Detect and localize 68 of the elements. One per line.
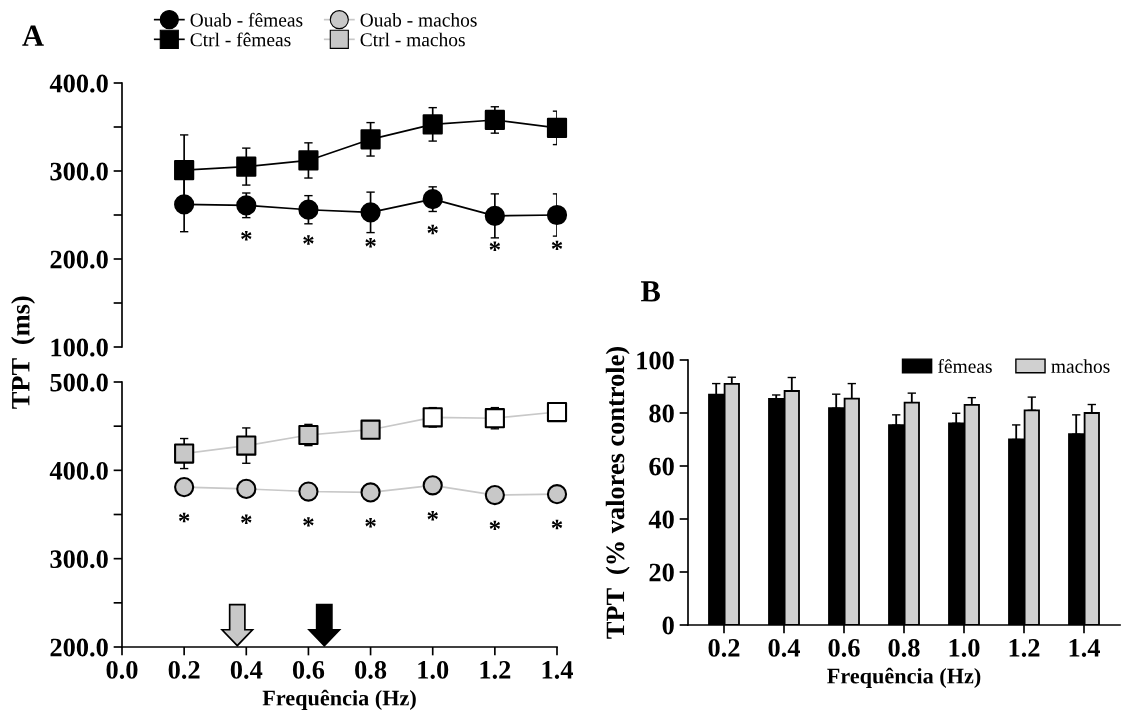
y-tick-label: 0 bbox=[662, 616, 674, 635]
x-tick-label: 0.2 bbox=[708, 638, 740, 657]
y-tick-label: 300.0 bbox=[50, 162, 108, 181]
x-tick-label: 1.2 bbox=[480, 661, 511, 679]
annotation: * bbox=[551, 240, 563, 251]
annotation: * bbox=[551, 519, 563, 530]
point bbox=[174, 160, 195, 181]
legend-label: machos bbox=[1051, 359, 1110, 373]
point bbox=[360, 419, 381, 440]
x-tick-label: 1.0 bbox=[418, 660, 449, 679]
annotation: * bbox=[365, 518, 376, 528]
y-tick-label: 400.0 bbox=[49, 461, 108, 480]
x-tick-label: 1.2 bbox=[1009, 639, 1040, 657]
point bbox=[422, 407, 443, 428]
x-tick-label: 1.4 bbox=[1069, 639, 1100, 657]
y-axis-title: TPT (% valores controle) bbox=[605, 347, 630, 639]
point bbox=[484, 408, 505, 429]
y-tick-label: 20 bbox=[649, 563, 674, 582]
x-tick-label: 1.0 bbox=[949, 638, 980, 657]
legend-label: Ouab - machos bbox=[360, 12, 477, 27]
annotation: * bbox=[489, 520, 501, 531]
x-tick-label: 0.6 bbox=[828, 638, 860, 657]
y-axis-title: TPT (ms) bbox=[11, 296, 35, 409]
x-tick-label: 0.4 bbox=[230, 660, 263, 679]
x-tick-label: 0.0 bbox=[106, 660, 138, 679]
annotation: * bbox=[489, 241, 501, 251]
x-axis-title: Frequência (Hz) bbox=[262, 689, 416, 711]
legend-label: Ouab - fêmeas bbox=[190, 12, 303, 27]
annotation: * bbox=[178, 512, 190, 523]
point bbox=[298, 424, 319, 446]
y-tick-label: 200.0 bbox=[50, 250, 108, 269]
annotation: * bbox=[427, 510, 438, 521]
annotation: * bbox=[303, 517, 314, 527]
x-tick-label: 0.8 bbox=[355, 660, 387, 679]
x-tick-label: 0.4 bbox=[768, 638, 800, 657]
y-tick-label: 300.0 bbox=[50, 550, 108, 569]
point bbox=[484, 109, 505, 131]
point bbox=[360, 129, 381, 150]
y-tick-label: 40 bbox=[648, 510, 674, 529]
x-tick-label: 1.4 bbox=[542, 661, 573, 679]
point bbox=[422, 114, 443, 135]
x-tick-label: 0.6 bbox=[292, 660, 325, 679]
point bbox=[174, 443, 195, 464]
legend-label: Ctrl - machos bbox=[360, 32, 465, 47]
annotation: * bbox=[427, 224, 438, 235]
legend-label: Ctrl - fêmeas bbox=[190, 32, 291, 47]
y-tick-label: 500.0 bbox=[50, 373, 108, 392]
point bbox=[546, 117, 568, 138]
x-tick-label: 0.8 bbox=[888, 638, 920, 657]
y-tick-label: 80 bbox=[649, 404, 674, 423]
annotation: * bbox=[365, 237, 376, 248]
chart-title: B bbox=[640, 281, 661, 302]
y-tick-label: 400.0 bbox=[49, 74, 108, 93]
point bbox=[236, 435, 257, 456]
x-tick-label: 0.2 bbox=[168, 660, 200, 679]
annotation: * bbox=[241, 514, 252, 524]
y-tick-label: 200.0 bbox=[50, 638, 108, 657]
annotation: * bbox=[303, 235, 314, 245]
point bbox=[546, 401, 568, 423]
annotation: * bbox=[241, 230, 252, 241]
point bbox=[298, 150, 319, 171]
y-tick-label: 100 bbox=[637, 351, 674, 370]
chart-title: A bbox=[22, 25, 44, 46]
y-tick-label: 60 bbox=[649, 457, 674, 476]
y-tick-label: 100.0 bbox=[51, 338, 108, 357]
x-axis-title: Frequência (Hz) bbox=[827, 667, 981, 689]
legend-label: fêmeas bbox=[938, 359, 992, 373]
point bbox=[236, 156, 257, 177]
